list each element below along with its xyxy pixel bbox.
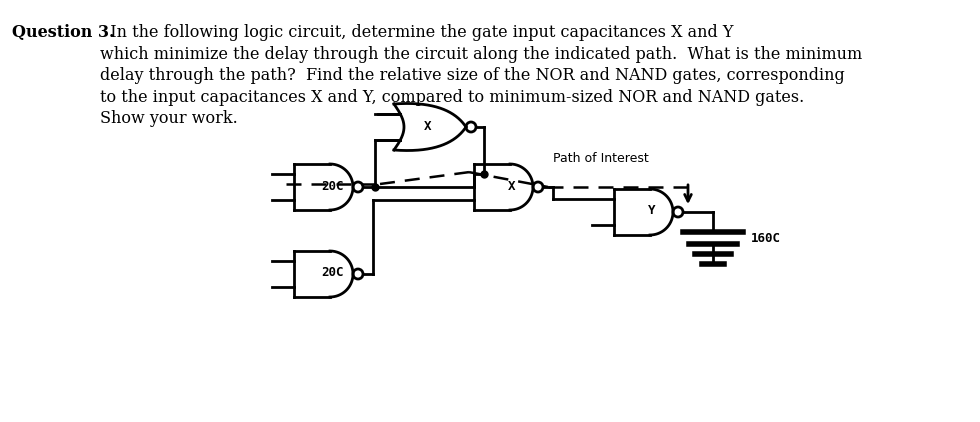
Text: Y: Y — [648, 205, 656, 217]
Text: 20C: 20C — [320, 267, 343, 279]
Text: X: X — [424, 119, 432, 133]
Text: X: X — [509, 179, 515, 192]
Text: 20C: 20C — [320, 179, 343, 192]
Text: Question 3.: Question 3. — [12, 24, 115, 41]
Text: In the following logic circuit, determine the gate input capacitances X and Y
wh: In the following logic circuit, determin… — [100, 24, 862, 127]
Text: Path of Interest: Path of Interest — [553, 152, 649, 165]
Text: 160C: 160C — [751, 232, 781, 244]
